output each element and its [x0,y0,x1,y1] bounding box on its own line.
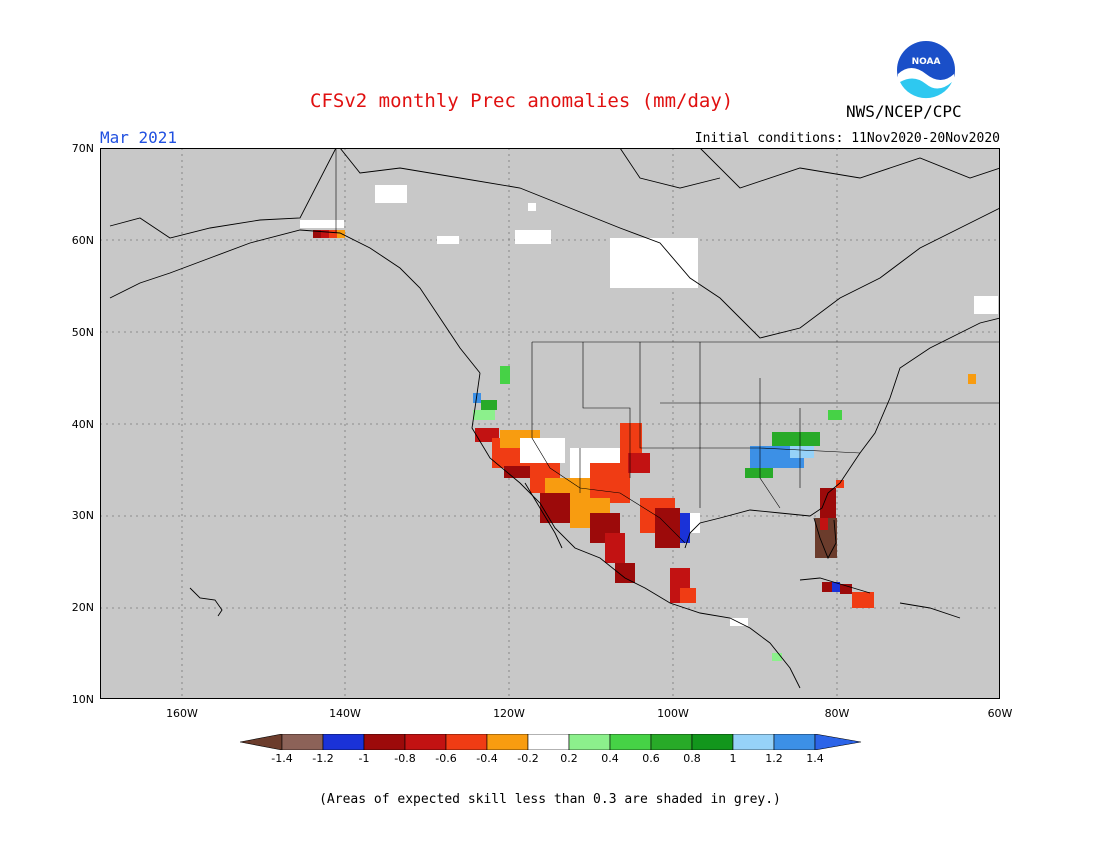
colorbar-box-7 [527,734,570,750]
colorbar-label: -1.4 [271,752,293,765]
colorbar-box-9 [609,734,652,750]
noaa-logo: NOAA [897,41,955,100]
logo-text: NOAA [912,57,941,67]
colorbar-high-arrow [814,734,862,750]
colorbar-box-10 [650,734,693,750]
lat-label-50n: 50N [71,326,94,339]
colorbar-label: 0.6 [642,752,660,765]
colorbar-label: 1.2 [765,752,783,765]
lat-label-30n: 30N [71,509,94,522]
colorbar-box-6 [486,734,529,750]
forecast-month: Mar 2021 [100,128,178,147]
colorbar-label: -0.4 [476,752,498,765]
colorbar-box-11 [691,734,734,750]
colorbar-box-1 [281,734,324,750]
colorbar-label: -0.8 [394,752,416,765]
lon-label-100w: 100W [657,707,689,720]
state-borders [335,148,1000,544]
colorbar-box-13 [773,734,816,750]
colorbar-box-5 [445,734,488,750]
colorbar-label: 0.4 [601,752,619,765]
colorbar-box-4 [404,734,447,750]
anomaly-cells [300,185,998,661]
colorbar-label: -0.6 [435,752,457,765]
lon-label-120w: 120W [493,707,525,720]
colorbar-box-12 [732,734,775,750]
chart-title: CFSv2 monthly Prec anomalies (mm/day) [310,90,734,112]
colorbar-label: -0.2 [517,752,539,765]
colorbar-box-2 [322,734,365,750]
colorbar-box-3 [363,734,406,750]
colorbar-label: 0.2 [560,752,578,765]
agency-label: NWS/NCEP/CPC [846,102,962,121]
initial-conditions: Initial conditions: 11Nov2020-20Nov2020 [694,131,1000,146]
lat-label-70n: 70N [71,142,94,155]
lat-label-40n: 40N [71,418,94,431]
lon-label-80w: 80W [824,707,850,720]
colorbar-label: 0.8 [683,752,701,765]
skill-footnote: (Areas of expected skill less than 0.3 a… [319,792,781,807]
colorbar-label: 1 [729,752,737,765]
colorbar-box-8 [568,734,611,750]
anomaly-map [100,148,1000,699]
colorbar [240,734,862,750]
lon-label-60w: 60W [987,707,1013,720]
colorbar-low-arrow [240,734,283,750]
colorbar-label: -1.2 [312,752,334,765]
colorbar-label: -1 [358,752,370,765]
colorbar-label: 1.4 [806,752,824,765]
coastlines [109,148,1000,689]
lat-label-20n: 20N [71,601,94,614]
lat-label-60n: 60N [71,234,94,247]
lon-label-160w: 160W [166,707,198,720]
lat-label-10n: 10N [71,693,94,706]
lon-label-140w: 140W [329,707,361,720]
